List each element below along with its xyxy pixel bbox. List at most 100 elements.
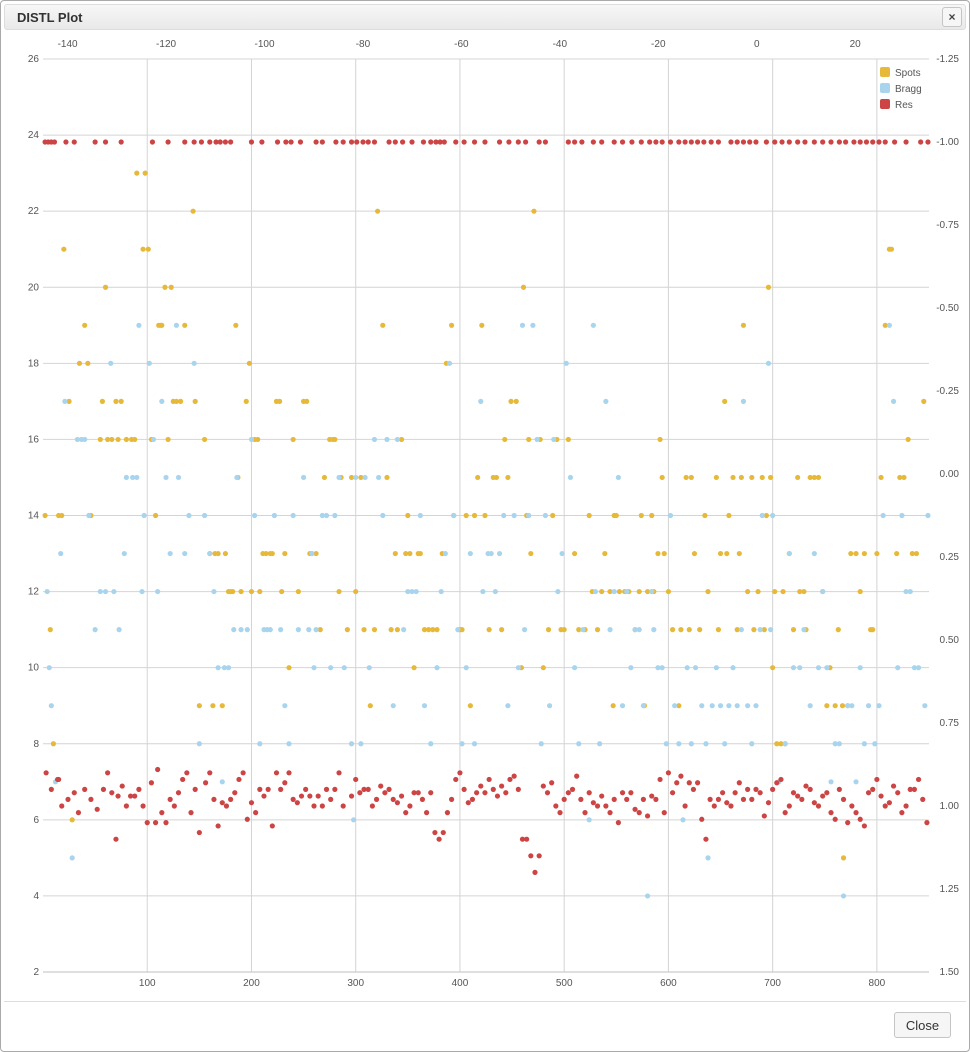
bragg-point <box>366 665 372 671</box>
spots-point <box>901 474 907 481</box>
dialog-titlebar[interactable]: DISTL Plot × <box>4 4 966 30</box>
res-point <box>499 783 505 789</box>
y-right-tick-label: 0.25 <box>940 552 960 563</box>
res-point <box>669 790 676 796</box>
res-point <box>915 776 922 783</box>
res-point <box>440 829 446 836</box>
res-point <box>611 139 617 145</box>
bragg-point <box>111 588 117 595</box>
res-point <box>653 139 659 145</box>
bragg-point <box>501 512 507 519</box>
bragg-point <box>278 627 284 633</box>
res-point <box>524 836 530 842</box>
res-point <box>297 139 304 145</box>
close-icon[interactable]: × <box>942 7 962 27</box>
spots-point <box>545 627 552 633</box>
res-point <box>603 803 609 809</box>
res-point <box>336 770 342 776</box>
bragg-point <box>211 588 217 595</box>
res-point <box>807 786 813 793</box>
y-left-tick-label: 4 <box>33 891 39 902</box>
spots-point <box>411 665 417 671</box>
bragg-point <box>853 779 859 785</box>
bragg-point <box>219 779 225 785</box>
res-point <box>453 776 459 783</box>
x-bottom-tick-label: 700 <box>764 978 781 989</box>
y-right-tick-label: -1.25 <box>936 54 959 65</box>
res-point <box>579 139 585 145</box>
bragg-point <box>417 512 423 519</box>
x-top-tick-label: -100 <box>254 39 274 50</box>
res-point <box>843 139 849 145</box>
res-point <box>288 139 294 145</box>
bragg-point <box>92 627 98 633</box>
spots-point <box>811 474 817 481</box>
bragg-point <box>815 665 822 671</box>
res-point <box>803 783 809 789</box>
spots-point <box>142 170 148 176</box>
res-point <box>574 773 580 779</box>
spots-point <box>740 322 747 328</box>
close-button[interactable]: Close <box>894 1012 951 1038</box>
res-point <box>565 139 571 145</box>
spots-point <box>550 512 556 519</box>
spots-point <box>613 512 619 519</box>
res-point <box>590 800 596 806</box>
spots-point <box>392 550 398 557</box>
res-point <box>590 139 596 145</box>
res-point <box>257 786 263 793</box>
res-point <box>333 139 339 145</box>
res-point <box>198 139 205 145</box>
res-point <box>92 139 98 145</box>
spots-point <box>421 627 428 633</box>
bragg-point <box>786 550 792 557</box>
res-point <box>845 820 851 826</box>
res-point <box>213 139 219 145</box>
spots-point <box>277 398 283 404</box>
res-point <box>286 770 292 776</box>
spots-point <box>115 436 121 443</box>
bragg-point <box>74 436 80 443</box>
res-point <box>192 786 198 793</box>
spots-point <box>697 627 703 633</box>
spots-point <box>526 436 532 443</box>
bragg-point <box>649 588 655 595</box>
res-point <box>565 790 571 796</box>
res-point <box>428 790 434 796</box>
res-point <box>294 800 300 806</box>
res-point <box>113 836 119 842</box>
res-point <box>88 796 94 802</box>
res-point <box>711 803 717 809</box>
res-point <box>753 786 759 793</box>
spots-point <box>426 627 432 633</box>
spots-point <box>332 436 338 443</box>
bragg-point <box>413 588 419 595</box>
spots-point <box>162 284 168 290</box>
x-bottom-tick-label: 300 <box>347 978 364 989</box>
bragg-point <box>876 703 882 709</box>
res-point <box>155 766 161 773</box>
bragg-point <box>463 665 469 671</box>
bragg-point <box>576 741 582 747</box>
bragg-point <box>880 512 886 519</box>
res-point <box>734 139 740 145</box>
res-point <box>71 139 77 145</box>
spots-point <box>132 436 138 443</box>
bragg-point <box>201 512 208 519</box>
res-point <box>882 139 888 145</box>
spots-point <box>313 550 319 557</box>
res-point <box>569 786 576 793</box>
spots-point <box>840 855 847 861</box>
res-point <box>607 810 613 816</box>
res-point <box>720 790 726 796</box>
spots-point <box>676 703 682 709</box>
bragg-point <box>705 855 711 861</box>
spots-point <box>888 246 895 252</box>
spots-point <box>61 246 67 252</box>
bragg-point <box>348 741 355 747</box>
bragg-point <box>405 588 411 595</box>
res-point <box>207 139 213 145</box>
spots-point <box>561 627 567 633</box>
res-point <box>870 786 876 793</box>
bragg-point <box>505 703 511 709</box>
